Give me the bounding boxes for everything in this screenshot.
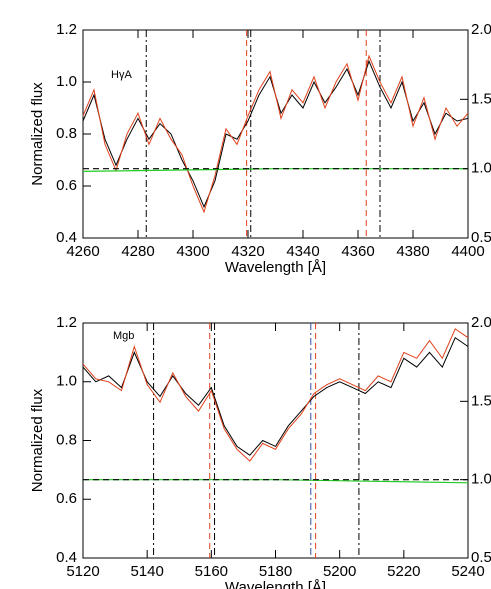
spectrum-line: [82, 54, 469, 214]
plot-frame: [82, 29, 469, 239]
y2-tick-label: 1.5: [471, 392, 491, 409]
spectrum-line: [82, 328, 469, 462]
y-tick-label: 0.4: [56, 229, 77, 246]
x-tick-label: 4300: [176, 243, 209, 260]
x-tick-label: 5120: [66, 563, 99, 580]
y2-tick-label: 0.5: [471, 229, 491, 246]
x-tick-label: 5180: [259, 563, 292, 580]
y2-tick-label: 1.0: [471, 471, 491, 488]
x-axis-label: Wavelength [Å]: [225, 579, 326, 589]
x-tick-label: 5240: [451, 563, 484, 580]
y-tick-label: 1.2: [56, 21, 77, 38]
y-tick-label: 0.4: [56, 549, 77, 566]
spectrum-line: [82, 59, 469, 209]
x-tick-label: 4360: [341, 243, 374, 260]
x-tick-label: 4380: [396, 243, 429, 260]
x-tick-label: 5220: [387, 563, 420, 580]
x-tick-label: 5140: [130, 563, 163, 580]
x-tick-label: 4280: [121, 243, 154, 260]
x-tick-label: 4260: [66, 243, 99, 260]
y2-tick-label: 1.5: [471, 90, 491, 107]
x-tick-label: 4400: [451, 243, 484, 260]
y-tick-label: 1.0: [56, 73, 77, 90]
y2-tick-label: 1.0: [471, 160, 491, 177]
annotation: Mgb: [113, 330, 134, 342]
y-tick-label: 0.6: [56, 490, 77, 507]
y2-tick-label: 0.5: [471, 549, 491, 566]
y2-tick-label: 2.0: [471, 314, 491, 331]
plot-frame: [82, 322, 469, 559]
y-tick-label: 0.6: [56, 177, 77, 194]
x-tick-label: 5160: [195, 563, 228, 580]
spectrum-line: [82, 336, 469, 456]
y-tick-label: 0.8: [56, 125, 77, 142]
y-axis-label: Normalized flux: [29, 388, 46, 492]
x-tick-label: 4320: [231, 243, 264, 260]
y-tick-label: 1.2: [56, 314, 77, 331]
y-tick-label: 0.8: [56, 431, 77, 448]
x-axis-label: Wavelength [Å]: [225, 259, 326, 276]
x-tick-label: 5200: [323, 563, 356, 580]
y-tick-label: 1.0: [56, 373, 77, 390]
y2-tick-label: 2.0: [471, 21, 491, 38]
annotation: HγA: [111, 69, 132, 81]
y-axis-label: Normalized flux: [29, 82, 46, 186]
x-tick-label: 4340: [286, 243, 319, 260]
